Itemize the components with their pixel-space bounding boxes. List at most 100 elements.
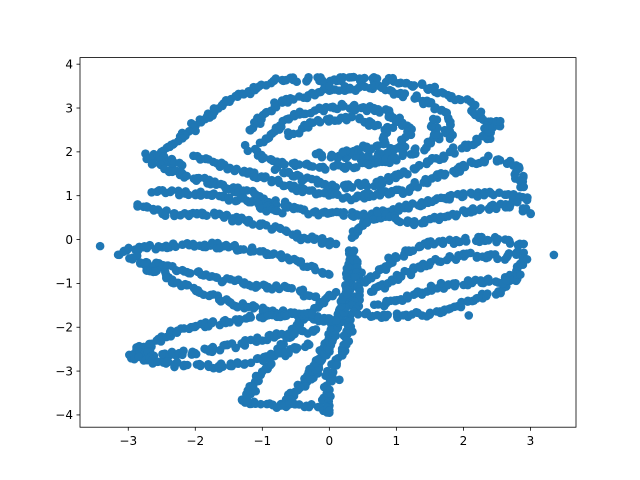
data-point: [270, 165, 280, 174]
data-point: [308, 162, 318, 171]
data-point: [293, 343, 302, 353]
data-point: [370, 121, 380, 131]
data-point: [353, 309, 363, 319]
data-point: [246, 197, 256, 207]
data-point: [504, 249, 514, 258]
data-point: [338, 73, 348, 82]
data-point: [235, 315, 244, 324]
data-point: [290, 308, 299, 317]
data-point: [185, 209, 195, 219]
data-point: [493, 254, 502, 264]
data-point: [325, 406, 334, 415]
data-point: [304, 73, 313, 82]
data-point: [249, 303, 258, 313]
data-point: [398, 148, 408, 158]
data-point: [249, 246, 258, 256]
data-point: [377, 179, 387, 189]
data-point: [240, 278, 249, 287]
data-point: [207, 191, 217, 201]
data-point: [462, 249, 472, 258]
data-point: [412, 91, 421, 100]
data-point: [362, 182, 372, 191]
data-point: [403, 169, 412, 179]
data-point: [311, 149, 321, 159]
data-point: [128, 253, 138, 262]
data-point: [388, 123, 398, 133]
data-point: [408, 82, 418, 91]
data-point: [512, 197, 522, 207]
data-point: [234, 216, 243, 226]
data-point: [208, 342, 218, 352]
data-point: [267, 177, 276, 187]
y-tick-label: −4: [55, 408, 73, 422]
data-point: [205, 272, 214, 282]
data-point: [331, 287, 341, 297]
data-point: [179, 346, 188, 356]
y-tick-label: −1: [55, 277, 73, 291]
y-tick-label: 4: [65, 57, 73, 71]
data-point: [161, 211, 170, 220]
data-point: [243, 146, 253, 156]
data-point: [451, 279, 460, 288]
data-point: [158, 349, 167, 359]
data-point: [151, 267, 160, 276]
y-tick-label: 3: [65, 101, 73, 115]
data-point: [239, 245, 248, 254]
data-point: [227, 339, 237, 348]
data-point: [383, 310, 393, 320]
data-point: [506, 199, 516, 209]
data-point: [149, 206, 159, 215]
data-point: [332, 207, 342, 217]
data-point: [339, 211, 348, 220]
data-point: [410, 177, 420, 187]
data-point: [327, 150, 336, 160]
data-point: [177, 160, 187, 170]
data-point: [190, 348, 200, 358]
data-point: [402, 291, 412, 301]
data-point: [346, 112, 356, 122]
data-point: [484, 151, 493, 161]
data-point: [349, 163, 359, 173]
data-point: [182, 171, 191, 181]
data-point: [516, 270, 525, 279]
data-point: [281, 226, 291, 235]
data-point: [373, 141, 383, 150]
data-point: [239, 186, 248, 195]
x-tick-label: 1: [393, 434, 401, 448]
y-tick-label: 0: [65, 233, 73, 247]
data-point: [436, 278, 446, 288]
data-point: [414, 160, 424, 170]
data-point: [361, 143, 371, 153]
data-point: [395, 217, 405, 227]
data-point: [292, 77, 302, 87]
data-point: [347, 182, 357, 192]
data-point: [167, 186, 177, 195]
data-point: [409, 220, 419, 230]
data-point: [381, 139, 390, 148]
data-point: [493, 234, 503, 244]
data-point: [491, 277, 501, 286]
data-point: [411, 144, 420, 153]
data-point: [394, 79, 403, 88]
data-point: [459, 189, 468, 198]
data-point: [445, 251, 454, 261]
data-point: [374, 265, 384, 274]
data-point: [328, 102, 338, 112]
data-point: [421, 174, 430, 184]
data-point: [256, 399, 266, 409]
data-point: [251, 283, 260, 292]
x-tick-label: −1: [253, 434, 271, 448]
data-point: [428, 114, 438, 124]
x-tick-label: −3: [119, 434, 137, 448]
data-point: [464, 311, 474, 320]
data-point: [170, 362, 179, 372]
data-point: [246, 313, 256, 322]
data-point: [335, 375, 344, 385]
y-axis: −4 −3 −2 −1 0 1 2 3 4: [55, 57, 80, 422]
data-point: [145, 339, 154, 349]
data-point: [209, 104, 219, 113]
y-tick-label: 1: [65, 189, 73, 203]
data-point: [473, 192, 482, 201]
data-point: [311, 325, 321, 334]
